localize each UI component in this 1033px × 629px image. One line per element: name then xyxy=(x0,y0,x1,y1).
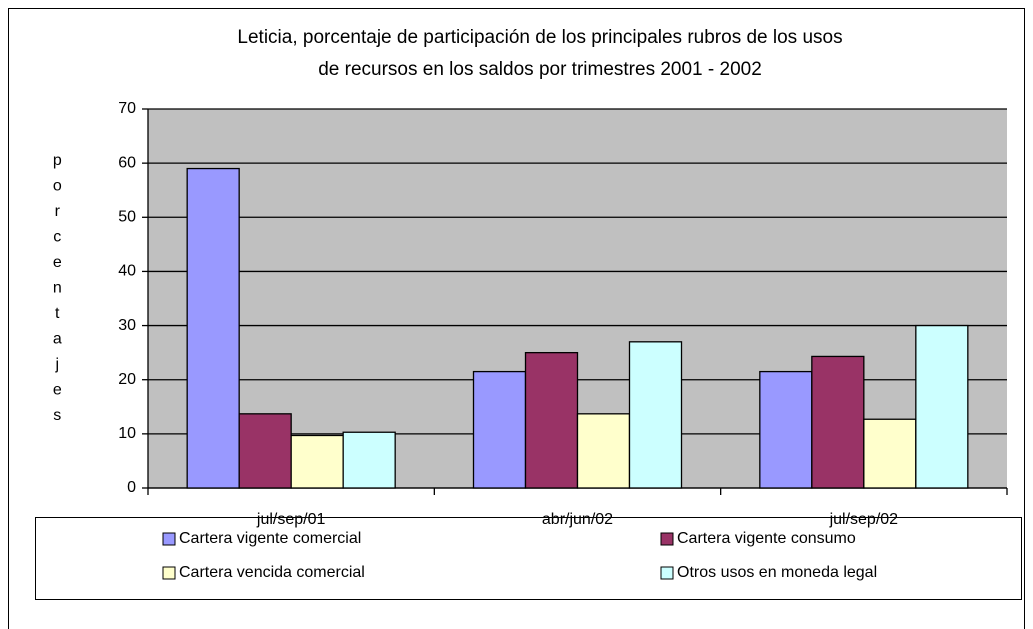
bar xyxy=(863,418,917,489)
y-tick-label: 60 xyxy=(118,154,136,171)
bar xyxy=(472,370,527,489)
y-axis-label: porcentajes xyxy=(49,152,66,433)
legend-box xyxy=(35,517,1022,600)
legend-marker xyxy=(660,532,674,546)
legend-marker xyxy=(162,566,176,580)
bar xyxy=(238,413,292,489)
bar xyxy=(576,413,631,489)
x-tick-label: jul/sep/02 xyxy=(829,511,899,528)
legend-label: Cartera vigente comercial xyxy=(179,530,361,547)
y-tick-label: 10 xyxy=(118,425,136,442)
bar xyxy=(759,370,813,489)
y-tick-label: 50 xyxy=(118,209,136,226)
chart-title: Leticia, porcentaje de participación de … xyxy=(237,27,842,48)
bar xyxy=(186,167,240,489)
bar xyxy=(811,355,865,489)
y-tick-label: 30 xyxy=(118,317,136,334)
legend-marker xyxy=(660,566,674,580)
bar xyxy=(915,324,969,489)
bar xyxy=(342,431,396,489)
x-tick-label: abr/jun/02 xyxy=(542,511,613,528)
x-tick-label: jul/sep/01 xyxy=(256,511,326,528)
bar xyxy=(290,434,344,489)
legend-marker xyxy=(162,532,176,546)
bar xyxy=(524,351,579,489)
legend-label: Otros usos en moneda legal xyxy=(677,564,877,581)
y-tick-label: 40 xyxy=(118,263,136,280)
bar xyxy=(628,341,683,489)
y-tick-label: 20 xyxy=(118,371,136,388)
chart-title: de recursos en los saldos por trimestres… xyxy=(318,59,762,80)
y-tick-label: 0 xyxy=(127,479,136,496)
y-tick-label: 70 xyxy=(118,100,136,117)
legend-label: Cartera vigente consumo xyxy=(677,530,856,547)
legend-label: Cartera vencida comercial xyxy=(179,564,365,581)
